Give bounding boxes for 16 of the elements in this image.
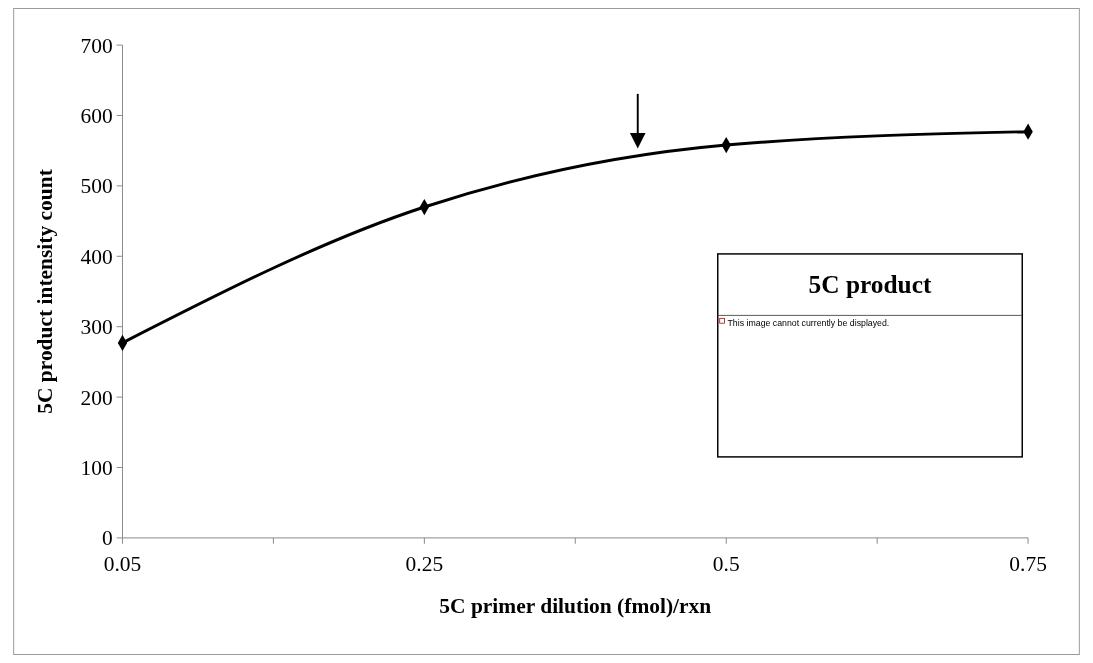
y-tick-label: 600 xyxy=(80,104,113,128)
y-tick-label: 200 xyxy=(80,385,113,410)
y-tick-label: 100 xyxy=(80,456,113,481)
y-tick-label: 400 xyxy=(80,244,113,269)
y-tick-label: 0 xyxy=(101,526,113,551)
x-tick-label: 0.5 xyxy=(712,552,740,577)
y-tick-label: 500 xyxy=(80,174,113,199)
annotation: 5C product xyxy=(808,269,932,298)
x-tick-label: 0.75 xyxy=(1009,552,1047,577)
x-axis-title: 5C primer dilution (fmol)/rxn xyxy=(439,594,712,619)
y-axis-title: 5C product intensity count xyxy=(33,168,58,414)
annotation: This image cannot currently be displayed. xyxy=(727,318,890,329)
y-tick-label: 300 xyxy=(80,315,113,340)
x-tick-label: 0.25 xyxy=(405,552,444,577)
y-tick-label: 700 xyxy=(80,33,113,58)
x-tick-label: 0.05 xyxy=(103,552,142,577)
